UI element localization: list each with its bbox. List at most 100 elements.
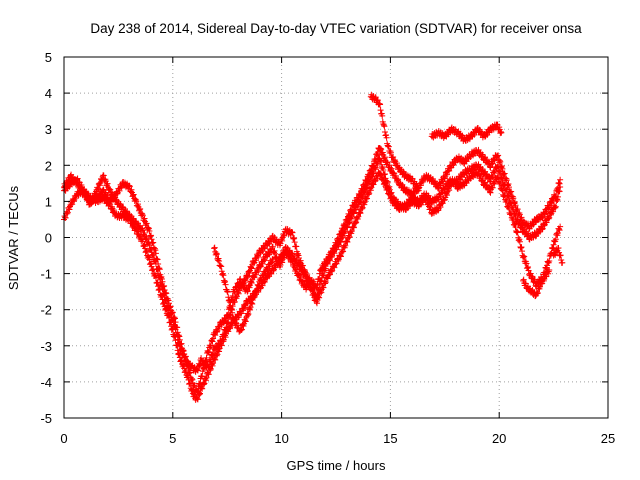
data-point: [94, 186, 101, 193]
data-point: [88, 200, 95, 207]
data-point: [222, 334, 229, 341]
data-point: [368, 166, 375, 173]
data-point: [516, 238, 523, 245]
data-point: [141, 229, 148, 236]
data-point: [148, 236, 155, 243]
data-point: [143, 248, 150, 255]
data-point: [194, 388, 201, 395]
data-point: [290, 235, 297, 242]
data-point: [337, 252, 344, 259]
data-point: [320, 284, 327, 291]
data-point: [299, 267, 306, 274]
data-point: [346, 212, 353, 219]
data-point: [324, 257, 331, 264]
data-point: [205, 371, 212, 378]
data-point: [384, 186, 391, 193]
data-point: [148, 232, 155, 239]
data-point: [381, 123, 388, 130]
data-point: [377, 170, 384, 177]
data-point: [393, 160, 400, 167]
data-point: [387, 149, 394, 156]
data-point: [167, 311, 174, 318]
data-point: [501, 170, 508, 177]
data-point: [355, 213, 362, 220]
data-point: [281, 232, 288, 239]
data-point: [213, 250, 220, 257]
data-point: [184, 361, 191, 368]
data-point: [335, 257, 342, 264]
data-point: [439, 200, 446, 207]
data-point: [146, 227, 153, 234]
data-point: [343, 216, 350, 223]
data-point: [220, 272, 227, 279]
data-point: [500, 171, 507, 178]
data-point: [229, 292, 236, 299]
data-point: [225, 297, 232, 304]
data-point: [165, 304, 172, 311]
data-point: [314, 280, 321, 287]
data-point: [377, 107, 384, 114]
data-point: [439, 189, 446, 196]
data-point: [149, 267, 156, 274]
data-point: [145, 224, 152, 231]
data-point: [350, 224, 357, 231]
data-point: [499, 187, 506, 194]
data-point: [525, 263, 532, 270]
data-point: [154, 279, 161, 286]
data-point: [247, 304, 254, 311]
data-point: [66, 206, 73, 213]
data-point: [512, 223, 519, 230]
data-point: [331, 264, 338, 271]
data-point: [176, 340, 183, 347]
data-point: [175, 339, 182, 346]
data-point: [310, 291, 317, 298]
data-point: [231, 316, 238, 323]
data-point: [118, 183, 125, 190]
data-point: [74, 175, 81, 182]
data-point: [498, 163, 505, 170]
data-point: [356, 191, 363, 198]
data-point: [328, 250, 335, 257]
data-point: [255, 253, 262, 260]
data-point: [70, 198, 77, 205]
data-point: [185, 373, 192, 380]
data-point: [555, 245, 562, 252]
data-point: [304, 275, 311, 282]
data-point: [359, 205, 366, 212]
data-point: [197, 380, 203, 387]
data-point: [222, 281, 229, 288]
data-point: [299, 278, 306, 285]
data-point: [286, 253, 293, 260]
data-point: [352, 220, 359, 227]
data-point: [376, 100, 383, 107]
data-point: [143, 220, 150, 227]
data-point: [370, 170, 377, 177]
data-point: [194, 367, 201, 374]
data-point: [130, 191, 137, 198]
data-point: [143, 220, 150, 227]
data-point: [520, 254, 527, 261]
x-tick-label: 25: [601, 431, 615, 446]
data-point: [503, 197, 510, 204]
data-point: [337, 230, 344, 237]
data-point: [310, 290, 317, 297]
data-point: [552, 203, 559, 210]
data-point: [508, 210, 515, 217]
data-point: [199, 385, 206, 392]
data-point: [291, 261, 298, 268]
data-point: [126, 182, 133, 189]
data-point: [201, 364, 208, 371]
y-tick-label: 4: [45, 86, 52, 101]
data-point: [344, 239, 351, 246]
data-point: [365, 191, 372, 198]
data-point: [377, 145, 384, 152]
data-point: [549, 244, 556, 251]
data-point: [172, 326, 179, 333]
data-point: [185, 366, 192, 373]
data-point: [359, 186, 366, 193]
data-point: [161, 294, 168, 301]
data-point: [154, 266, 161, 273]
data-point: [196, 391, 203, 398]
data-point: [132, 196, 139, 203]
y-tick-label: -1: [40, 267, 52, 282]
